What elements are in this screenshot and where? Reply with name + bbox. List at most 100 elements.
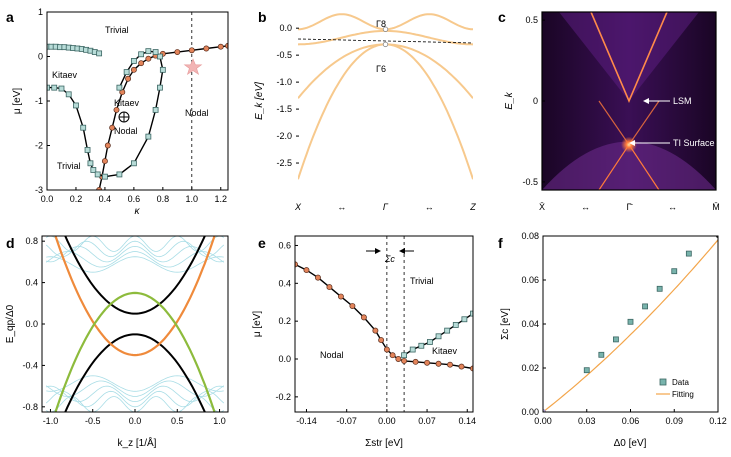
panel-e-xtick-label: -0.14 xyxy=(296,416,317,426)
panel-b: X ↔ Γ ↔ Z 0.0 -0.5 -1.0 -1.5 -2.0 -2.5 E_k [eV] Γ8… xyxy=(254,13,476,212)
panel-e-square-point xyxy=(427,339,433,345)
legend-label-data: Data xyxy=(672,378,689,387)
star-icon xyxy=(183,58,203,76)
panel-a-square-point xyxy=(157,84,163,91)
panel-a-square-point xyxy=(130,58,137,64)
panel-e-ytick-label: -0.2 xyxy=(275,392,291,402)
panel-a-square-point xyxy=(80,124,87,131)
panel-label-f: f xyxy=(498,235,503,251)
panel-c-lsm-edge xyxy=(590,12,668,104)
panel-a-label-trivial-bottom: Trivial xyxy=(57,161,81,171)
panel-e-circle-point xyxy=(447,361,453,368)
panel-label-a: a xyxy=(6,9,14,25)
panel-a-ytick-label: 0 xyxy=(38,52,43,62)
panel-c-xtick-label: Γ̄ xyxy=(627,202,634,212)
panel-a-square-point xyxy=(58,85,65,92)
panel-f-data-point xyxy=(685,250,692,257)
panel-d-bulk-band xyxy=(46,245,224,263)
panel-d-data xyxy=(45,236,225,412)
panel-a-xtick-label: 1.2 xyxy=(215,194,228,204)
panel-a-label-nodal-inner: Nodal xyxy=(114,126,138,136)
panel-e-ytick-label: 0.4 xyxy=(278,278,291,288)
panel-c-ytick-label: 0 xyxy=(533,96,538,106)
panel-b-xtick-label: X xyxy=(294,202,302,212)
panel-a-circle-point xyxy=(174,49,181,56)
panel-b-fermi-level xyxy=(298,38,473,44)
panel-e-square-point xyxy=(470,310,473,317)
panel-c-data xyxy=(542,12,716,190)
panel-label-c: c xyxy=(498,9,506,25)
panel-d-xtick-label: -0.5 xyxy=(85,416,101,426)
panel-a-xtick-label: 0.6 xyxy=(128,194,141,204)
panel-f-data-point xyxy=(656,285,663,292)
panel-b-gamma6-point xyxy=(382,41,389,48)
panel-c-ytick-label: 0.5 xyxy=(525,15,538,25)
panel-c-xtick-label: ↔ xyxy=(668,202,677,212)
panel-f-ytick-label: 0.06 xyxy=(521,275,539,285)
panel-a-square-point xyxy=(84,147,91,153)
panel-c-ylabel: E_k xyxy=(504,91,515,109)
panel-e-square-point xyxy=(452,322,459,328)
panel-a-square-point xyxy=(116,171,123,178)
panel-d-bulk-band xyxy=(46,256,224,273)
panel-c-xtick-label: X̄ xyxy=(539,202,545,212)
panel-e-circle-point xyxy=(424,359,431,366)
panel-e-square-point xyxy=(444,327,451,334)
panel-a-square-point xyxy=(152,49,159,55)
panel-e-square-point xyxy=(435,333,442,340)
panel-d-ytick-label: -0.4 xyxy=(22,360,38,370)
panel-b-label-gamma6: Γ6 xyxy=(376,64,386,74)
panel-d-bulk-band xyxy=(46,236,224,252)
panel-a-circle-point xyxy=(104,142,111,149)
panel-a-square-point xyxy=(157,53,163,60)
panel-e-circle-point xyxy=(337,293,344,300)
panel-f-data-point xyxy=(613,336,619,343)
panel-a-circle-point xyxy=(138,60,145,67)
panel-f-data-point xyxy=(583,367,590,374)
panel-e-circle-point xyxy=(458,363,465,370)
panel-f-data-point xyxy=(598,351,605,358)
panel-e-circle-point xyxy=(360,314,367,321)
panel-b-ylabel: E_k [eV] xyxy=(254,82,265,120)
panel-f-legend: Data Fitting xyxy=(656,378,694,399)
panel-f-ytick-label: 0.08 xyxy=(521,231,539,241)
panel-a-data xyxy=(47,12,228,190)
panel-f-data-point xyxy=(671,268,678,275)
panel-a-circle-point xyxy=(125,75,132,82)
panel-b-xtick-label: ↔ xyxy=(425,202,434,212)
panel-b-xtick-label: Γ xyxy=(383,202,389,212)
panel-c-label-lsm: LSM xyxy=(673,96,692,106)
panel-f-ytick-label: 0.00 xyxy=(521,407,539,417)
panel-e-circle-point xyxy=(295,261,298,268)
panel-e-square-point xyxy=(401,352,407,359)
panel-label-b: b xyxy=(258,9,267,25)
panel-b-xtick-label: Z xyxy=(469,202,476,212)
panel-f-data-point xyxy=(627,318,634,325)
panel-a-square-point xyxy=(130,160,137,167)
arrow-icon-sigma-right xyxy=(399,248,414,254)
panel-c-ticks: X̄ ↔ Γ̄ ↔ M̄ 0.5 0 -0.5 xyxy=(522,15,719,212)
panel-e-circle-point xyxy=(412,358,419,365)
panel-e-ytick-label: 0.6 xyxy=(278,240,291,250)
panel-b-ytick-label: -1.0 xyxy=(276,77,292,87)
panel-f-xtick-label: 0.06 xyxy=(622,416,640,426)
panel-c-upper-cone xyxy=(559,12,699,101)
panel-a-ticks: 0.0 0.2 0.4 0.6 0.8 1.0 1.2 1 0 -1 -2 -3 xyxy=(35,7,227,204)
panel-f-origin-point xyxy=(543,409,546,412)
panel-e-xtick-label: 0.00 xyxy=(378,416,396,426)
panel-d-ylabel: E_qp/Δ0 xyxy=(5,304,16,343)
panel-a-ytick-label: -3 xyxy=(35,185,43,195)
panel-e-circle-point xyxy=(378,337,385,344)
panel-e-circle-point xyxy=(315,274,321,281)
oplus-icon xyxy=(118,111,130,123)
panel-d-xlabel: k_z [1/Å] xyxy=(118,436,157,449)
panel-a-circle-point xyxy=(188,47,195,54)
panel-e-circle-point xyxy=(435,360,442,367)
panel-e-ticks: -0.14 -0.07 0.00 0.07 0.14 0.6 0.4 0.2 0.0 -0.2 xyxy=(275,240,476,426)
panel-b-ticks: X ↔ Γ ↔ Z 0.0 -0.5 -1.0 -1.5 -2.0 -2.5 xyxy=(276,23,476,212)
panel-e: -0.14 -0.07 0.00 0.07 0.14 0.6 0.4 0.2 0.0 -0.2 Σ… xyxy=(252,235,476,449)
panel-d-ytick-label: 0.4 xyxy=(25,278,38,288)
panel-e-ytick-label: 0.0 xyxy=(278,354,291,364)
panel-e-label-trivial: Trivial xyxy=(410,276,434,286)
panel-a-circle-point xyxy=(217,43,224,50)
